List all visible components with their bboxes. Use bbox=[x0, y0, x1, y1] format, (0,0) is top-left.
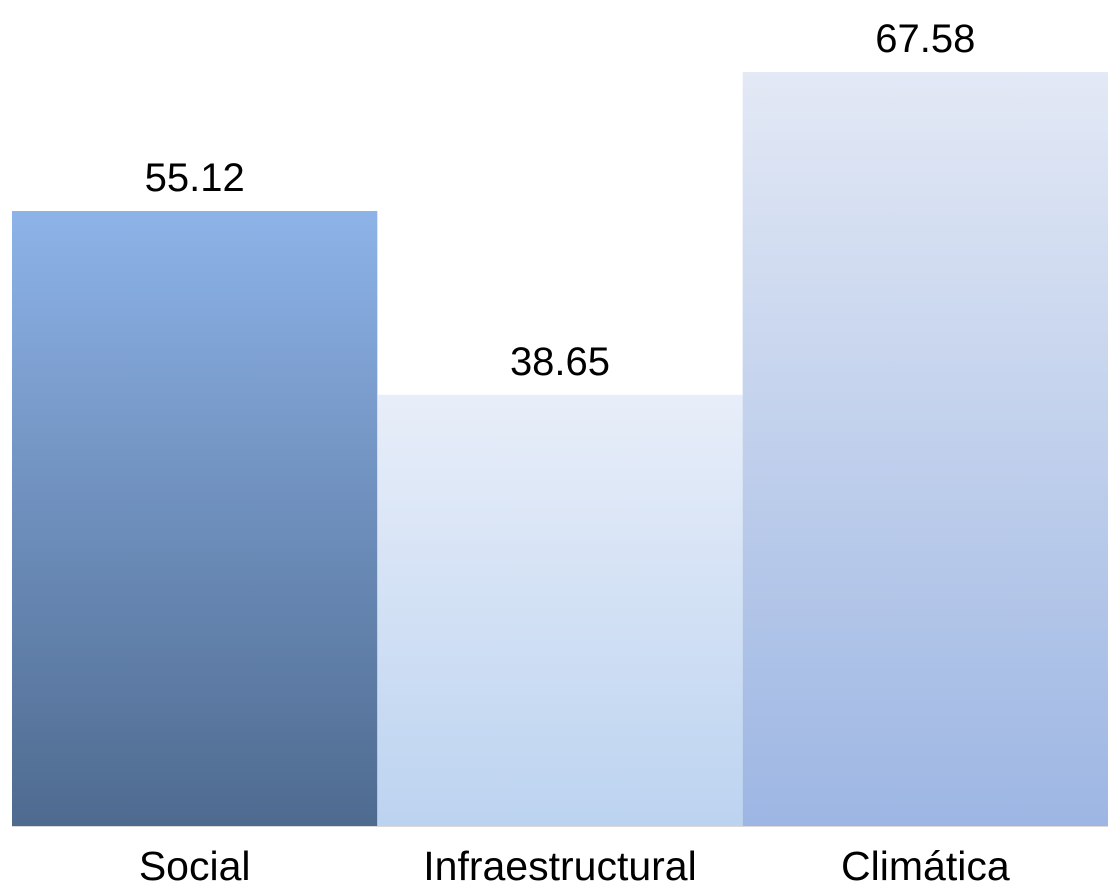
category-labels-group: Social Infraestructural Climática bbox=[139, 843, 1010, 888]
category-label-infraestructural: Infraestructural bbox=[423, 843, 696, 888]
value-label-infraestructural: 38.65 bbox=[510, 340, 610, 384]
value-label-climatica: 67.58 bbox=[875, 17, 975, 61]
value-label-social: 55.12 bbox=[145, 156, 245, 200]
bar-climatica bbox=[742, 72, 1108, 826]
category-label-social: Social bbox=[139, 843, 251, 888]
bars-group bbox=[12, 72, 1108, 826]
category-label-climatica: Climática bbox=[841, 843, 1010, 888]
bar-infraestructural bbox=[377, 394, 743, 826]
bar-social bbox=[12, 211, 378, 826]
value-labels-group: 55.12 38.65 67.58 bbox=[145, 17, 976, 384]
